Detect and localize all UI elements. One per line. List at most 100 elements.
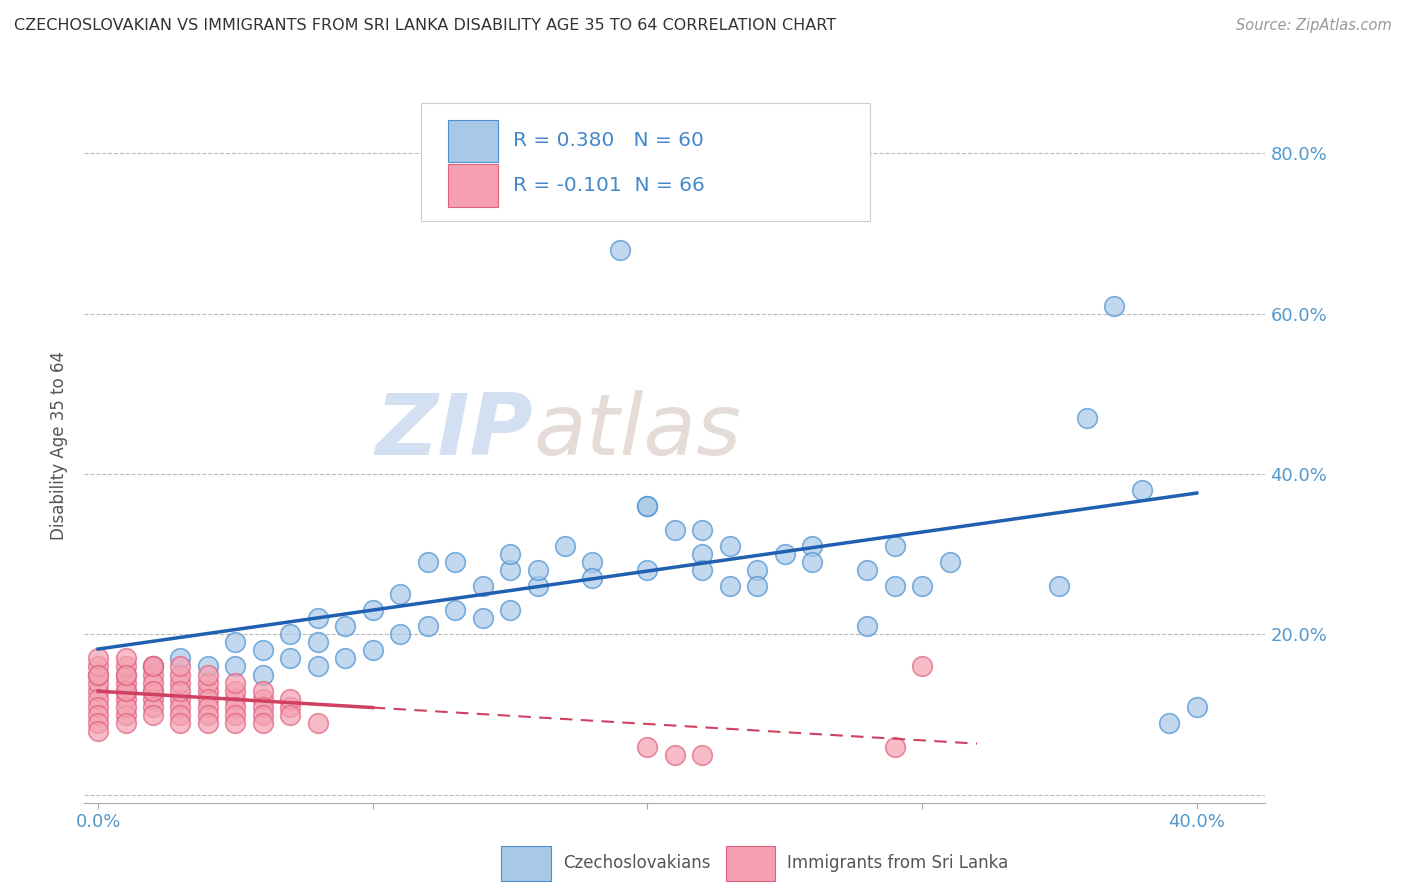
Point [169,715,191,730]
Text: Source: ZipAtlas.com: Source: ZipAtlas.com [1236,18,1392,33]
Point [197,715,219,730]
Point [471,579,494,593]
Point [801,555,824,569]
Point [664,523,686,537]
Point [114,659,136,673]
Point [718,539,741,553]
Point [87,723,110,738]
Point [801,539,824,553]
Point [1130,483,1153,497]
Text: atlas: atlas [533,390,741,474]
Point [87,651,110,665]
Point [114,667,136,681]
Point [114,699,136,714]
Point [142,659,165,673]
Point [499,547,522,561]
Text: ZIP: ZIP [375,390,533,474]
Point [114,715,136,730]
Point [526,563,548,577]
Point [169,683,191,698]
Point [224,691,246,706]
Point [883,739,905,754]
Point [197,675,219,690]
Point [169,659,191,673]
Point [1047,579,1070,593]
Point [1104,299,1126,313]
FancyBboxPatch shape [725,847,775,880]
Point [224,683,246,698]
Point [197,707,219,722]
FancyBboxPatch shape [502,847,551,880]
Point [169,699,191,714]
Point [747,563,769,577]
Point [307,715,329,730]
Point [197,699,219,714]
Point [87,667,110,681]
Point [87,699,110,714]
Point [142,691,165,706]
Point [828,202,851,217]
Point [252,715,274,730]
Point [142,707,165,722]
Point [169,651,191,665]
Point [471,611,494,625]
Point [307,635,329,649]
Point [224,699,246,714]
Point [747,579,769,593]
FancyBboxPatch shape [420,103,870,221]
Point [114,683,136,698]
Point [197,683,219,698]
Point [252,643,274,657]
Point [114,691,136,706]
Point [499,603,522,617]
Point [581,555,603,569]
Point [252,667,274,681]
Point [883,539,905,553]
Point [335,651,357,665]
Point [526,579,548,593]
Point [444,603,467,617]
Point [911,659,934,673]
Point [636,739,658,754]
Point [280,699,302,714]
Point [361,643,384,657]
Point [87,715,110,730]
Point [142,667,165,681]
Point [169,675,191,690]
Point [224,659,246,673]
Point [692,547,714,561]
Text: R = 0.380   N = 60: R = 0.380 N = 60 [513,131,704,150]
Point [252,691,274,706]
Point [335,619,357,633]
Point [169,707,191,722]
Point [114,651,136,665]
Point [1185,699,1208,714]
Point [636,563,658,577]
Point [911,579,934,593]
Point [692,563,714,577]
Point [664,747,686,762]
Point [197,667,219,681]
Point [224,635,246,649]
Point [416,555,439,569]
Point [554,539,576,553]
Point [692,523,714,537]
Point [499,563,522,577]
Point [87,659,110,673]
Point [114,675,136,690]
Point [280,651,302,665]
Point [114,707,136,722]
Point [280,691,302,706]
Point [581,571,603,585]
Point [883,579,905,593]
Point [142,683,165,698]
Point [609,243,631,257]
Point [142,675,165,690]
Text: CZECHOSLOVAKIAN VS IMMIGRANTS FROM SRI LANKA DISABILITY AGE 35 TO 64 CORRELATION: CZECHOSLOVAKIAN VS IMMIGRANTS FROM SRI L… [14,18,837,33]
Point [280,627,302,641]
Point [361,603,384,617]
FancyBboxPatch shape [449,164,498,207]
Text: Czechoslovakians: Czechoslovakians [562,855,710,872]
FancyBboxPatch shape [449,120,498,161]
Point [142,659,165,673]
